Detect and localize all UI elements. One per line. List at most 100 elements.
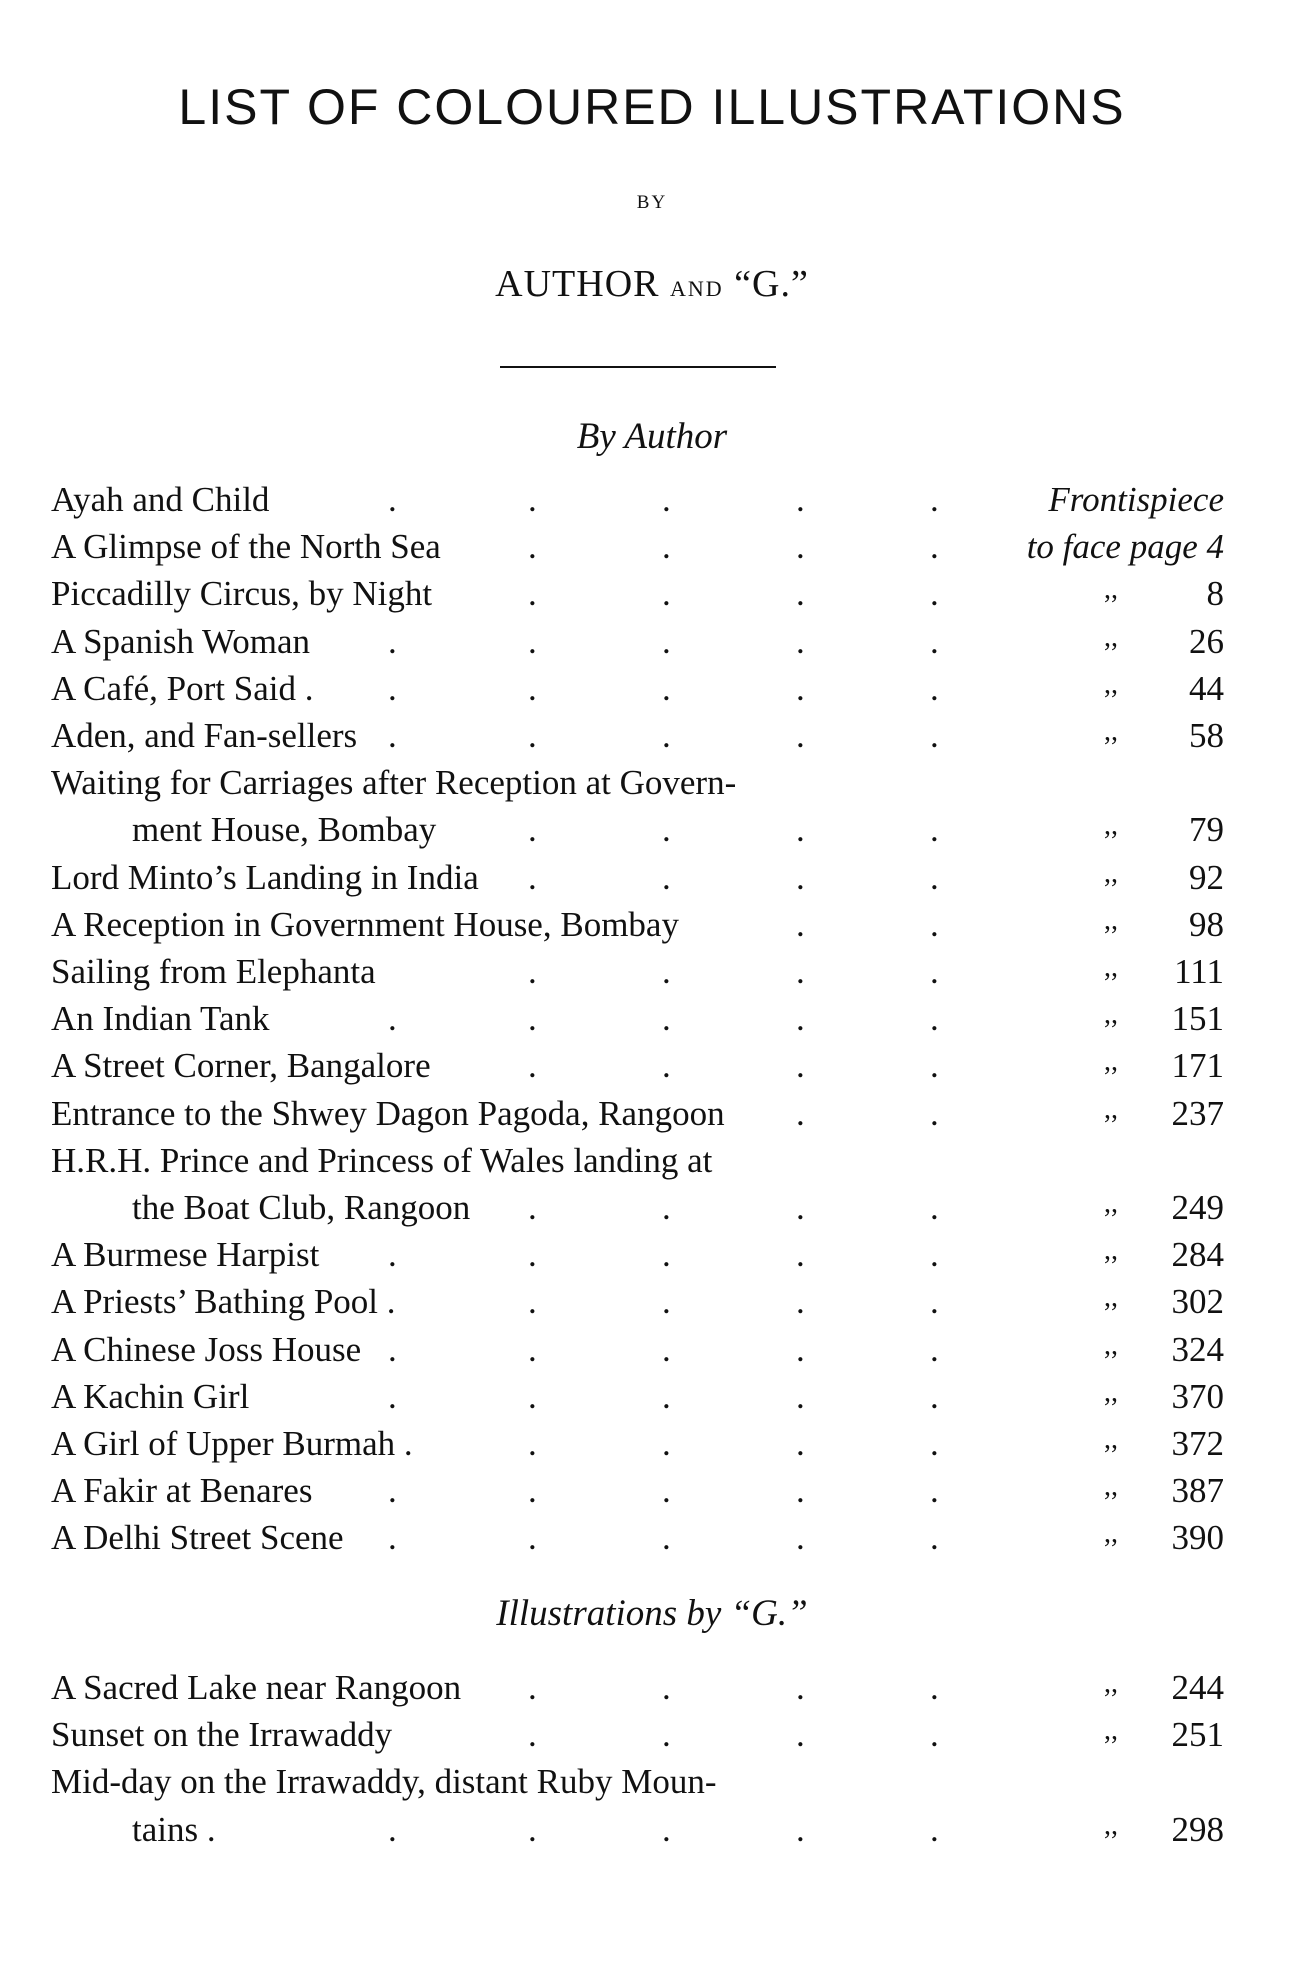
leader-dot: . bbox=[528, 1235, 537, 1275]
leader-dot: . bbox=[930, 1093, 939, 1133]
leader-dot: . bbox=[796, 1518, 805, 1558]
page-number: 237 bbox=[1171, 1093, 1225, 1133]
leader-dot: . bbox=[796, 1376, 805, 1416]
leader-dot: . bbox=[528, 527, 537, 567]
leader-dot: . bbox=[930, 574, 939, 614]
leader-dot: . bbox=[796, 999, 805, 1039]
illustration-title: An Indian Tank bbox=[51, 999, 270, 1039]
illustration-title: Lord Minto’s Landing in India bbox=[51, 857, 479, 897]
leader-dot: . bbox=[388, 1518, 397, 1558]
leader-dot: . bbox=[528, 810, 537, 850]
page-number: 8 bbox=[1206, 574, 1225, 614]
leader-dot: . bbox=[930, 1376, 939, 1416]
g-label: “G.” bbox=[734, 263, 809, 305]
leader-dot: . bbox=[930, 668, 939, 708]
list-item: the Boat Club, Rangoon,, 249.... bbox=[0, 1188, 1304, 1235]
page-number: to face page 4 bbox=[1026, 527, 1224, 567]
leader-dot: . bbox=[930, 1518, 939, 1558]
page-number: 244 bbox=[1171, 1668, 1225, 1707]
leader-dot: . bbox=[388, 1809, 397, 1849]
leader-dot: . bbox=[796, 1809, 805, 1849]
illustration-title: the Boat Club, Rangoon bbox=[132, 1188, 471, 1227]
leader-dot: . bbox=[662, 480, 671, 519]
illustration-title: A Burmese Harpist bbox=[51, 1235, 320, 1275]
page-number: 111 bbox=[1174, 952, 1224, 991]
leader-dot: . bbox=[930, 716, 939, 755]
leader-dot: . bbox=[662, 668, 671, 708]
leader-dot: . bbox=[796, 857, 805, 897]
leader-dot: . bbox=[528, 952, 537, 991]
leader-dot: . bbox=[662, 1235, 671, 1275]
leader-dot: . bbox=[796, 1093, 805, 1133]
leader-dot: . bbox=[662, 952, 671, 991]
illustration-title: tains . bbox=[132, 1809, 216, 1849]
list-item: H.R.H. Prince and Princess of Wales land… bbox=[0, 1141, 1304, 1188]
page-number: 302 bbox=[1171, 1282, 1225, 1322]
ditto-mark: ,, bbox=[1104, 1715, 1118, 1747]
list-item: Sailing from Elephanta,, 111.... bbox=[0, 952, 1304, 999]
leader-dot: . bbox=[796, 904, 805, 944]
list-item: A Burmese Harpist,, 284..... bbox=[0, 1235, 1304, 1282]
leader-dot: . bbox=[796, 810, 805, 850]
page-title: LIST OF COLOURED ILLUSTRATIONS bbox=[178, 79, 1126, 135]
leader-dot: . bbox=[796, 668, 805, 708]
leader-dot: . bbox=[388, 668, 397, 708]
ditto-mark: ,, bbox=[1104, 1376, 1118, 1408]
list-item: A Spanish Woman,, 26..... bbox=[0, 622, 1304, 669]
leader-dot: . bbox=[796, 1282, 805, 1322]
list-item: A Street Corner, Bangalore,, 171.... bbox=[0, 1046, 1304, 1093]
ditto-mark: ,, bbox=[1104, 857, 1118, 889]
leader-dot: . bbox=[528, 1668, 537, 1707]
leader-dot: . bbox=[930, 857, 939, 897]
leader-dot: . bbox=[662, 716, 671, 755]
by-label: BY bbox=[636, 192, 668, 213]
leader-dot: . bbox=[662, 1376, 671, 1416]
illustration-title: A Delhi Street Scene bbox=[51, 1518, 344, 1558]
leader-dot: . bbox=[528, 857, 537, 897]
leader-dot: . bbox=[388, 480, 397, 519]
ditto-mark: ,, bbox=[1104, 1668, 1118, 1699]
list-item: A Chinese Joss House,, 324..... bbox=[0, 1330, 1304, 1377]
ditto-mark: ,, bbox=[1104, 716, 1118, 747]
illustration-title: H.R.H. Prince and Princess of Wales land… bbox=[51, 1140, 713, 1180]
leader-dot: . bbox=[796, 1715, 805, 1755]
illustration-title: A Spanish Woman bbox=[51, 621, 311, 661]
leader-dot: . bbox=[528, 1188, 537, 1227]
leader-dot: . bbox=[528, 1424, 537, 1463]
leader-dot: . bbox=[796, 952, 805, 991]
list-item: Lord Minto’s Landing in India,, 92.... bbox=[0, 858, 1304, 905]
page-number: Frontispiece bbox=[1048, 480, 1224, 519]
leader-dot: . bbox=[930, 621, 939, 661]
leader-dot: . bbox=[796, 1329, 805, 1369]
leader-dot: . bbox=[528, 668, 537, 708]
illustration-title: A Street Corner, Bangalore bbox=[51, 1046, 431, 1086]
page-number: 370 bbox=[1171, 1376, 1225, 1416]
leader-dot: . bbox=[930, 1668, 939, 1707]
leader-dot: . bbox=[528, 716, 537, 755]
list-item: A Priests’ Bathing Pool .,, 302.... bbox=[0, 1282, 1304, 1329]
ditto-mark: ,, bbox=[1104, 574, 1118, 606]
leader-dot: . bbox=[528, 574, 537, 614]
leader-dot: . bbox=[388, 999, 397, 1039]
leader-dot: . bbox=[930, 480, 939, 519]
list-item: A Delhi Street Scene,, 390..... bbox=[0, 1518, 1304, 1565]
page-number: 171 bbox=[1171, 1046, 1225, 1086]
leader-dot: . bbox=[662, 810, 671, 850]
illustration-title: Waiting for Carriages after Reception at… bbox=[51, 763, 737, 803]
leader-dot: . bbox=[388, 1471, 397, 1511]
leader-dot: . bbox=[662, 1282, 671, 1322]
divider-rule bbox=[500, 366, 776, 368]
leader-dot: . bbox=[388, 1329, 397, 1369]
leader-dot: . bbox=[796, 1668, 805, 1707]
list-item: A Girl of Upper Burmah .,, 372.... bbox=[0, 1424, 1304, 1471]
leader-dot: . bbox=[930, 810, 939, 850]
leader-dot: . bbox=[662, 1188, 671, 1227]
leader-dot: . bbox=[388, 1376, 397, 1416]
leader-dot: . bbox=[930, 1424, 939, 1463]
leader-dot: . bbox=[528, 1282, 537, 1322]
leader-dot: . bbox=[388, 1235, 397, 1275]
list-item: Aden, and Fan-sellers,, 58..... bbox=[0, 716, 1304, 763]
leader-dot: . bbox=[930, 1809, 939, 1849]
section-heading: By Author bbox=[576, 416, 728, 457]
illustration-title: ment House, Bombay bbox=[132, 810, 437, 850]
